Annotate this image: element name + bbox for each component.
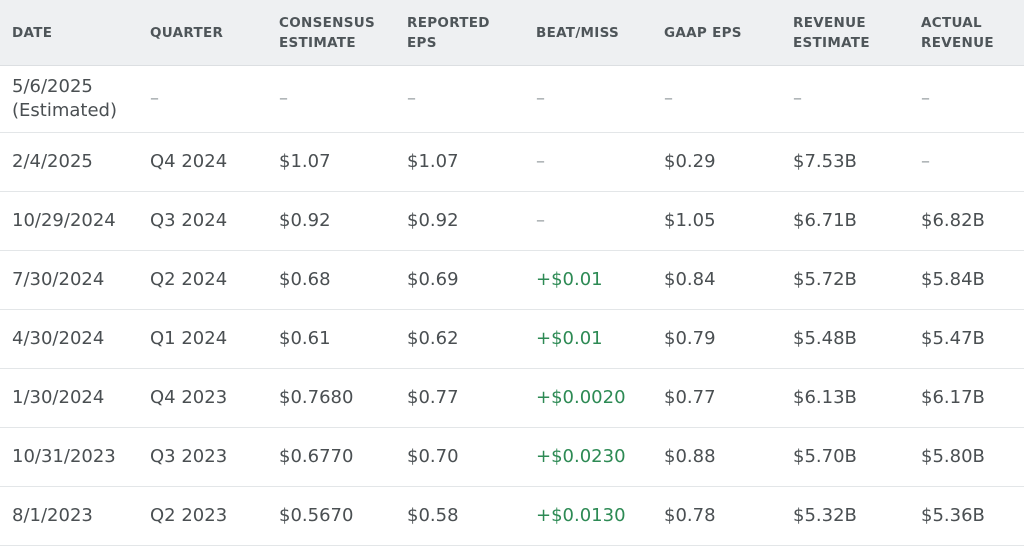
table-row: 5/6/2025 (Estimated) – – – – – – – — [0, 65, 1024, 133]
cell-gaap-eps: $0.84 — [652, 250, 781, 310]
column-header-beat-miss[interactable]: Beat/Miss — [524, 0, 652, 66]
header-row: Date Quarter Consensus Estimate Reported E… — [0, 0, 1024, 66]
cell-gaap-eps: – — [652, 65, 781, 133]
cell-beat-miss: +$0.0230 — [524, 427, 652, 487]
table-row: 4/30/2024 Q1 2024 $0.61 $0.62 +$0.01 $0.… — [0, 309, 1024, 369]
cell-quarter: Q3 2024 — [138, 191, 267, 251]
cell-consensus-estimate: $0.7680 — [267, 368, 395, 428]
cell-reported-eps: $0.92 — [395, 191, 524, 251]
cell-quarter: Q2 2023 — [138, 486, 267, 546]
cell-gaap-eps: $0.79 — [652, 309, 781, 369]
cell-quarter: Q3 2023 — [138, 427, 267, 487]
cell-quarter: Q4 2024 — [138, 132, 267, 192]
table-row: 7/30/2024 Q2 2024 $0.68 $0.69 +$0.01 $0.… — [0, 250, 1024, 310]
table-row: 10/31/2023 Q3 2023 $0.6770 $0.70 +$0.023… — [0, 427, 1024, 487]
cell-gaap-eps: $0.88 — [652, 427, 781, 487]
cell-date: 1/30/2024 — [0, 368, 138, 428]
cell-consensus-estimate: $0.68 — [267, 250, 395, 310]
table-row: 10/29/2024 Q3 2024 $0.92 $0.92 – $1.05 $… — [0, 191, 1024, 251]
cell-date: 5/6/2025 (Estimated) — [0, 65, 138, 133]
cell-beat-miss: +$0.0130 — [524, 486, 652, 546]
table-body: 5/6/2025 (Estimated) – – – – – – – 2/4/20… — [0, 65, 1024, 546]
cell-consensus-estimate: $0.61 — [267, 309, 395, 369]
cell-revenue-estimate: $5.72B — [781, 250, 909, 310]
cell-beat-miss: – — [524, 65, 652, 133]
cell-revenue-estimate: $5.70B — [781, 427, 909, 487]
cell-reported-eps: $0.70 — [395, 427, 524, 487]
cell-date: 2/4/2025 — [0, 132, 138, 192]
cell-actual-revenue: $5.36B — [909, 486, 1024, 546]
cell-reported-eps: $0.62 — [395, 309, 524, 369]
cell-date: 7/30/2024 — [0, 250, 138, 310]
cell-revenue-estimate: – — [781, 65, 909, 133]
cell-reported-eps: $0.58 — [395, 486, 524, 546]
cell-date: 10/29/2024 — [0, 191, 138, 251]
cell-reported-eps: $0.69 — [395, 250, 524, 310]
table-row: 8/1/2023 Q2 2023 $0.5670 $0.58 +$0.0130 … — [0, 486, 1024, 546]
table-header: Date Quarter Consensus Estimate Reported E… — [0, 0, 1024, 66]
cell-revenue-estimate: $5.48B — [781, 309, 909, 369]
cell-consensus-estimate: $0.5670 — [267, 486, 395, 546]
cell-actual-revenue: – — [909, 65, 1024, 133]
cell-actual-revenue: $5.80B — [909, 427, 1024, 487]
cell-gaap-eps: $0.78 — [652, 486, 781, 546]
column-header-actual-revenue[interactable]: Actual Revenue — [909, 0, 1024, 66]
cell-actual-revenue: – — [909, 132, 1024, 192]
cell-reported-eps: – — [395, 65, 524, 133]
cell-date: 10/31/2023 — [0, 427, 138, 487]
cell-actual-revenue: $6.17B — [909, 368, 1024, 428]
cell-gaap-eps: $1.05 — [652, 191, 781, 251]
table-row: 1/30/2024 Q4 2023 $0.7680 $0.77 +$0.0020… — [0, 368, 1024, 428]
cell-beat-miss: – — [524, 132, 652, 192]
estimated-note: (Estimated) — [12, 100, 117, 121]
column-header-date[interactable]: Date — [0, 0, 138, 66]
cell-beat-miss: +$0.01 — [524, 309, 652, 369]
cell-date: 4/30/2024 — [0, 309, 138, 369]
cell-beat-miss: – — [524, 191, 652, 251]
cell-consensus-estimate: $1.07 — [267, 132, 395, 192]
cell-quarter: – — [138, 65, 267, 133]
cell-consensus-estimate: $0.6770 — [267, 427, 395, 487]
column-header-revenue-estimate[interactable]: Revenue Estimate — [781, 0, 909, 66]
column-header-consensus-estimate[interactable]: Consensus Estimate — [267, 0, 395, 66]
cell-revenue-estimate: $7.53B — [781, 132, 909, 192]
cell-gaap-eps: $0.29 — [652, 132, 781, 192]
cell-actual-revenue: $5.84B — [909, 250, 1024, 310]
cell-revenue-estimate: $6.71B — [781, 191, 909, 251]
cell-revenue-estimate: $5.32B — [781, 486, 909, 546]
cell-beat-miss: +$0.0020 — [524, 368, 652, 428]
column-header-reported-eps[interactable]: Reported EPS — [395, 0, 524, 66]
cell-date: 8/1/2023 — [0, 486, 138, 546]
cell-quarter: Q4 2023 — [138, 368, 267, 428]
column-header-quarter[interactable]: Quarter — [138, 0, 267, 66]
cell-gaap-eps: $0.77 — [652, 368, 781, 428]
cell-revenue-estimate: $6.13B — [781, 368, 909, 428]
column-header-gaap-eps[interactable]: GAAP EPS — [652, 0, 781, 66]
cell-quarter: Q2 2024 — [138, 250, 267, 310]
cell-actual-revenue: $6.82B — [909, 191, 1024, 251]
cell-quarter: Q1 2024 — [138, 309, 267, 369]
cell-reported-eps: $1.07 — [395, 132, 524, 192]
cell-beat-miss: +$0.01 — [524, 250, 652, 310]
cell-consensus-estimate: – — [267, 65, 395, 133]
table-row: 2/4/2025 Q4 2024 $1.07 $1.07 – $0.29 $7.… — [0, 132, 1024, 192]
cell-consensus-estimate: $0.92 — [267, 191, 395, 251]
cell-actual-revenue: $5.47B — [909, 309, 1024, 369]
cell-reported-eps: $0.77 — [395, 368, 524, 428]
